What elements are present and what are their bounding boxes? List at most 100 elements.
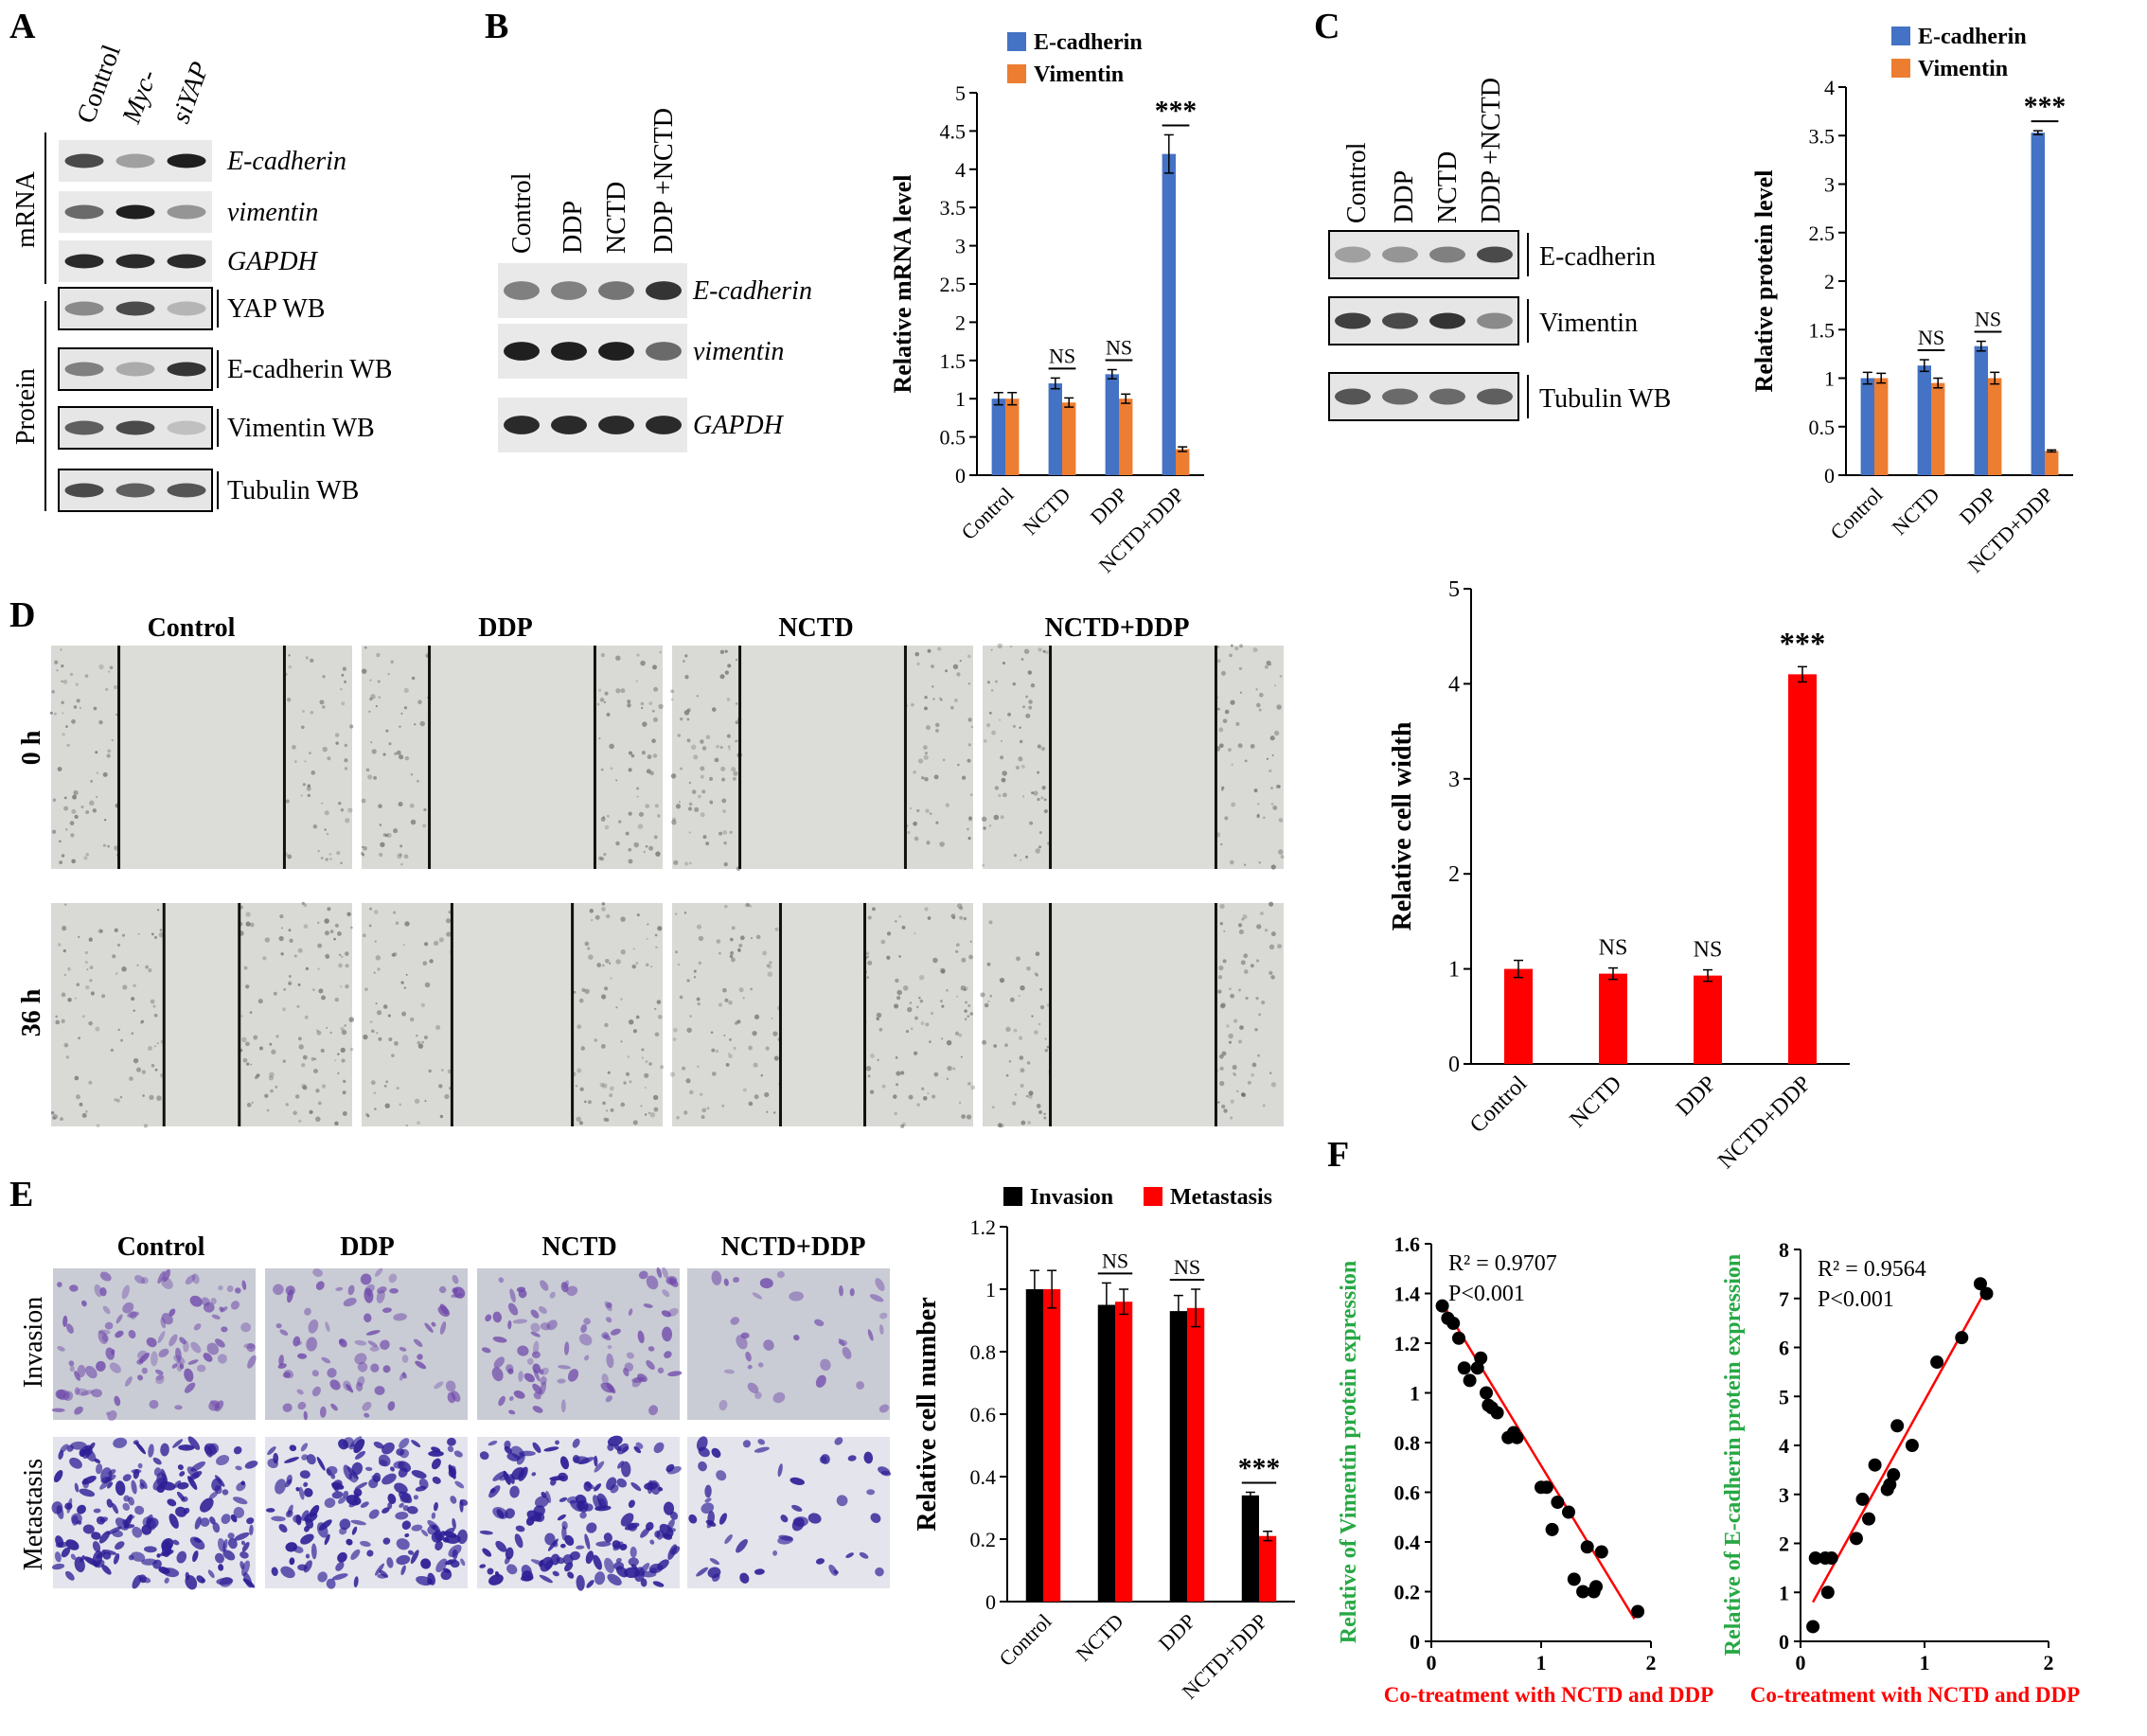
stained-cell xyxy=(399,1493,412,1503)
stained-cell xyxy=(447,1391,456,1404)
cell-dot xyxy=(670,773,677,779)
cell-dot xyxy=(1043,809,1048,814)
scatter-point xyxy=(1849,1532,1863,1546)
cell-dot xyxy=(69,672,74,677)
y-tick-label: 7 xyxy=(1779,1287,1789,1311)
cell-dot xyxy=(746,903,751,907)
cell-dot xyxy=(676,1115,680,1120)
cell-dot xyxy=(641,751,646,755)
stained-cell xyxy=(387,1493,397,1504)
cell-dot xyxy=(285,799,290,804)
stained-cell xyxy=(777,1535,793,1545)
stained-cell xyxy=(742,1440,752,1448)
cell-dot xyxy=(1271,753,1274,757)
stained-cell xyxy=(77,1364,86,1378)
cell-dot xyxy=(1219,903,1225,910)
stained-cell xyxy=(187,1359,199,1365)
cell-dot xyxy=(1221,786,1225,790)
stained-cell xyxy=(389,1466,395,1472)
stained-cell xyxy=(617,1461,625,1469)
cell-dot xyxy=(438,937,444,943)
y-axis-label: Relative of Vimentin protein expression xyxy=(1337,1261,1361,1643)
legend-label: Vimentin xyxy=(1034,62,1124,87)
cell-dot xyxy=(1007,712,1012,717)
y-tick-label: 0 xyxy=(1448,1053,1460,1077)
cell-dot xyxy=(735,739,737,743)
stained-cell xyxy=(530,1559,547,1567)
y-tick-label: 0.8 xyxy=(1394,1431,1421,1455)
cell-dot xyxy=(369,907,372,911)
stained-cell xyxy=(553,1541,559,1548)
cell-dot xyxy=(1233,1019,1238,1023)
cell-dot xyxy=(609,1086,614,1091)
cell-dot xyxy=(1035,848,1040,854)
stained-cell xyxy=(584,1481,594,1490)
cell-dot xyxy=(577,1068,582,1073)
significance-label: *** xyxy=(1155,96,1198,126)
cell-dot xyxy=(344,743,348,748)
stained-cell xyxy=(669,1511,679,1520)
stained-cell xyxy=(559,1497,568,1502)
scatter-point xyxy=(1567,1572,1581,1586)
stained-cell xyxy=(415,1360,427,1370)
stained-cell xyxy=(772,1391,786,1404)
cell-dot xyxy=(71,859,76,864)
cell-dot xyxy=(687,806,692,811)
x-tick-label: 1 xyxy=(1920,1651,1930,1674)
cell-dot xyxy=(1243,863,1247,866)
stained-cell xyxy=(306,1337,318,1352)
cell-dot xyxy=(1222,959,1227,964)
stained-cell xyxy=(69,1457,82,1469)
row-label: Invasion xyxy=(19,1297,48,1388)
stained-cell xyxy=(453,1450,463,1458)
cell-dot xyxy=(110,1048,114,1053)
cell-dot xyxy=(400,862,403,866)
cell-dot xyxy=(649,1112,656,1118)
stained-cell xyxy=(141,1277,149,1284)
cell-dot xyxy=(112,954,116,959)
stained-cell xyxy=(664,1351,672,1358)
cell-dot xyxy=(911,702,914,707)
cell-dot xyxy=(766,964,770,967)
cell-dot xyxy=(282,1059,286,1063)
stained-cell xyxy=(777,1463,783,1478)
stained-cell xyxy=(207,1569,215,1579)
stained-cell xyxy=(452,1274,459,1284)
cell-dot xyxy=(709,776,713,781)
cell-dot xyxy=(364,646,367,649)
cell-dot xyxy=(288,981,293,986)
stained-cell xyxy=(111,1502,119,1515)
cell-dot xyxy=(324,930,329,936)
cell-dot xyxy=(686,717,690,721)
cell-dot xyxy=(57,943,62,947)
cell-dot xyxy=(67,966,71,971)
cell-dot xyxy=(961,957,967,963)
cell-dot xyxy=(632,948,635,950)
stained-cell xyxy=(637,1563,650,1577)
cell-dot xyxy=(376,652,381,658)
cell-dot xyxy=(686,708,691,713)
stained-cell xyxy=(362,1401,372,1411)
stained-cell xyxy=(772,1550,778,1556)
cell-dot xyxy=(955,995,959,998)
cell-dot xyxy=(1276,704,1282,710)
stained-cell xyxy=(154,1369,164,1375)
cell-dot xyxy=(925,808,930,813)
cell-dot xyxy=(942,758,946,762)
cell-dot xyxy=(302,1085,308,1090)
cell-dot xyxy=(122,984,128,990)
cell-dot xyxy=(648,701,653,706)
blot-band xyxy=(646,342,682,361)
cell-dot xyxy=(607,1071,611,1074)
stained-cell xyxy=(194,1516,202,1530)
cell-dot xyxy=(314,1057,317,1060)
stained-cell xyxy=(159,1481,176,1491)
cell-dot xyxy=(724,670,729,675)
stained-cell xyxy=(122,1519,129,1526)
cell-dot xyxy=(315,1089,320,1093)
stained-cell xyxy=(495,1540,507,1552)
cell-dot xyxy=(1002,661,1006,665)
cell-dot xyxy=(85,810,90,814)
